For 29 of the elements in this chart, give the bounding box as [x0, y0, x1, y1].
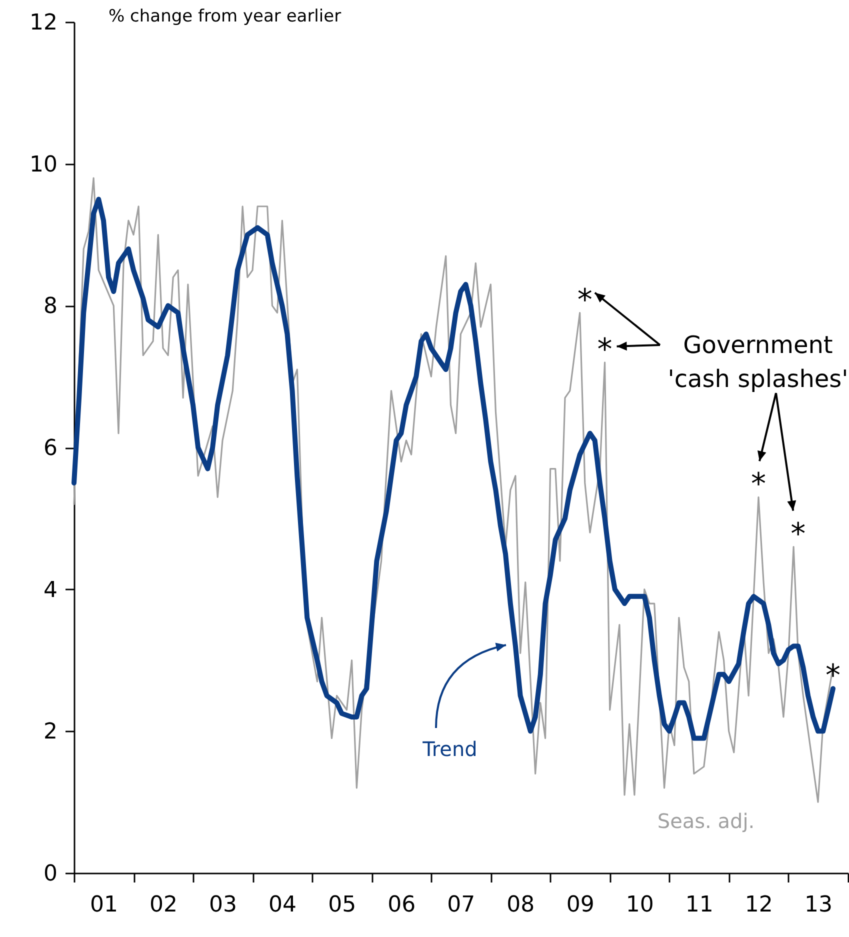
y-axis-title: % change from year earlier — [108, 6, 342, 26]
text: Trend — [422, 737, 478, 761]
annotation: * — [790, 516, 806, 552]
x-tick-label: 06 — [388, 892, 416, 918]
annotation: * — [577, 282, 592, 318]
annotation: Government 'cash splashes' — [668, 331, 848, 393]
y-tick-label: 6 — [44, 436, 58, 461]
y-tick-label: 10 — [30, 152, 58, 178]
x-tick-label: 13 — [804, 892, 833, 918]
y-tick-label: 4 — [44, 578, 58, 603]
series-label: Seas. adj. — [657, 809, 755, 833]
x-tick-label: 04 — [268, 892, 297, 918]
x-tick-label: 08 — [506, 892, 535, 918]
x-tick-label: 10 — [626, 892, 654, 918]
y-tick-label: 2 — [44, 720, 58, 745]
x-tick-label: 09 — [566, 892, 594, 918]
x-tick-label: 03 — [209, 892, 238, 918]
x-tick-label: 02 — [150, 892, 178, 918]
annotation: * — [826, 658, 841, 694]
y-tick-label: 8 — [44, 294, 58, 320]
annotation: * — [597, 332, 612, 368]
x-tick-label: 07 — [447, 892, 476, 918]
x-tick-label: 12 — [744, 892, 773, 918]
x-tick-label: 11 — [685, 892, 714, 918]
y-tick-label: 0 — [44, 862, 58, 886]
x-tick-label: 01 — [90, 892, 118, 918]
y-tick-label: 12 — [30, 10, 58, 36]
annotation: * — [751, 467, 766, 502]
x-tick-label: 05 — [328, 892, 356, 918]
